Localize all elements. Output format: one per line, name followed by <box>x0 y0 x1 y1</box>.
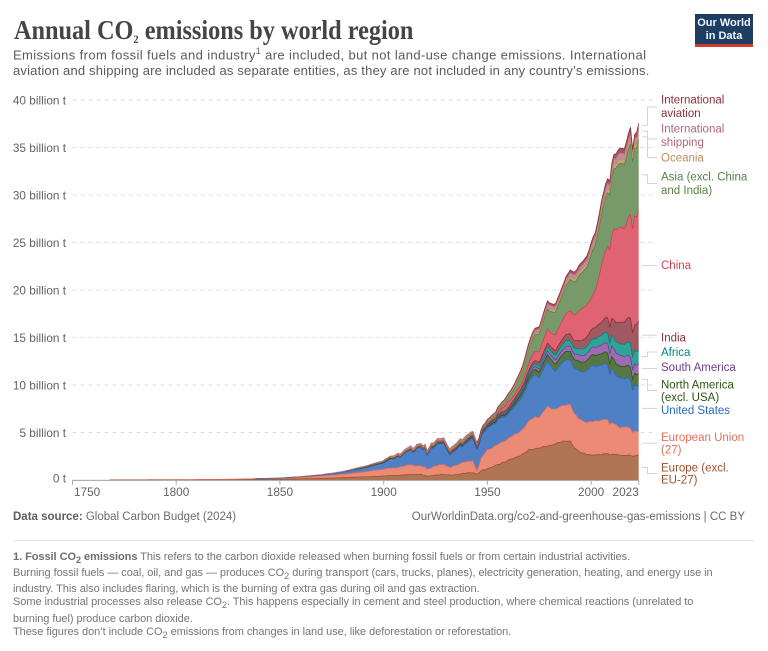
svg-text:5 billion t: 5 billion t <box>19 426 66 440</box>
svg-text:1950: 1950 <box>474 485 501 499</box>
svg-text:shipping: shipping <box>661 137 704 149</box>
svg-text:1900: 1900 <box>371 485 398 499</box>
svg-text:and India): and India) <box>661 185 712 197</box>
svg-text:25 billion t: 25 billion t <box>13 236 67 250</box>
svg-text:1750: 1750 <box>74 485 101 499</box>
svg-text:Oceania: Oceania <box>661 153 704 165</box>
svg-text:2000: 2000 <box>578 485 605 499</box>
svg-text:International: International <box>661 124 724 136</box>
svg-text:0 t: 0 t <box>53 472 67 486</box>
svg-text:North America: North America <box>661 380 734 392</box>
svg-text:1850: 1850 <box>267 485 294 499</box>
svg-text:European Union: European Union <box>661 432 744 444</box>
svg-text:35 billion t: 35 billion t <box>13 141 67 155</box>
svg-text:(excl. USA): (excl. USA) <box>661 392 719 404</box>
svg-text:40 billion t: 40 billion t <box>13 93 67 107</box>
svg-text:2023: 2023 <box>613 485 640 499</box>
svg-text:30 billion t: 30 billion t <box>13 188 67 202</box>
svg-text:10 billion t: 10 billion t <box>13 378 67 392</box>
svg-text:International: International <box>661 95 724 107</box>
svg-text:EU-27): EU-27) <box>661 475 698 487</box>
svg-text:Europe (excl.: Europe (excl. <box>661 463 729 475</box>
svg-text:Africa: Africa <box>661 347 691 359</box>
svg-text:15 billion t: 15 billion t <box>13 331 67 345</box>
svg-text:aviation: aviation <box>661 108 701 120</box>
svg-text:1800: 1800 <box>163 485 190 499</box>
svg-text:India: India <box>661 333 687 345</box>
svg-text:South America: South America <box>661 362 736 374</box>
svg-text:(27): (27) <box>661 445 682 457</box>
svg-text:China: China <box>661 260 692 272</box>
svg-text:20 billion t: 20 billion t <box>13 283 67 297</box>
svg-text:Asia (excl. China: Asia (excl. China <box>661 172 748 184</box>
svg-text:United States: United States <box>661 405 730 417</box>
